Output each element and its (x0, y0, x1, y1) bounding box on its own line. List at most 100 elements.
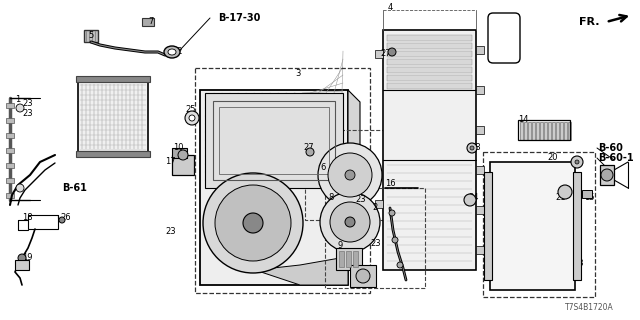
Bar (476, 46, 484, 54)
Circle shape (16, 104, 24, 112)
Circle shape (575, 160, 579, 164)
Text: 13: 13 (573, 259, 584, 268)
Text: 10: 10 (173, 143, 184, 153)
Bar (339, 251, 344, 267)
Bar (536, 122, 539, 140)
Bar (387, 67, 472, 73)
Bar (520, 122, 523, 140)
Polygon shape (348, 90, 360, 270)
Text: 2: 2 (372, 204, 377, 212)
Bar (490, 162, 575, 290)
Circle shape (18, 254, 26, 262)
Text: 21: 21 (555, 194, 566, 203)
Bar (6, 163, 14, 168)
Circle shape (320, 192, 380, 252)
Text: 23: 23 (22, 99, 33, 108)
Text: 5: 5 (88, 30, 93, 39)
Bar (544, 122, 547, 140)
Bar (484, 172, 492, 280)
Text: B-60: B-60 (598, 143, 623, 153)
Circle shape (185, 111, 199, 125)
Text: 19: 19 (22, 253, 33, 262)
Ellipse shape (164, 46, 180, 58)
Bar (6, 103, 14, 108)
Bar (28, 215, 58, 229)
Text: 23: 23 (370, 238, 381, 247)
Circle shape (392, 237, 398, 243)
Circle shape (470, 146, 474, 150)
Bar (568, 122, 571, 140)
Text: 14: 14 (518, 116, 529, 124)
Circle shape (16, 184, 24, 192)
Bar (219, 107, 329, 174)
Bar (476, 166, 484, 174)
Ellipse shape (168, 49, 176, 55)
Circle shape (59, 217, 65, 223)
Text: 11: 11 (350, 260, 360, 268)
Circle shape (356, 269, 370, 283)
Bar (213, 101, 335, 180)
Bar (387, 35, 472, 41)
Bar (524, 122, 527, 140)
Bar (560, 122, 563, 140)
Bar (476, 126, 484, 134)
Circle shape (178, 150, 188, 160)
Bar (205, 93, 343, 188)
Bar (172, 155, 194, 175)
Circle shape (601, 169, 613, 181)
Bar (76, 76, 150, 82)
Bar (346, 251, 351, 267)
Text: 6: 6 (320, 164, 325, 172)
Text: T7S4B1720A: T7S4B1720A (565, 303, 614, 313)
Circle shape (215, 185, 291, 261)
Text: 17: 17 (165, 157, 175, 166)
Bar (78, 80, 148, 153)
Text: 16: 16 (385, 179, 396, 188)
Text: 3: 3 (295, 68, 300, 77)
Bar (600, 165, 614, 185)
Text: 9: 9 (338, 242, 343, 251)
Bar (582, 190, 592, 198)
Text: 20: 20 (547, 154, 557, 163)
Bar (383, 30, 476, 270)
Text: 23: 23 (355, 196, 365, 204)
Circle shape (388, 48, 396, 56)
Bar (6, 178, 14, 183)
Text: 12: 12 (172, 47, 182, 57)
Text: 26: 26 (60, 213, 70, 222)
Circle shape (318, 143, 382, 207)
Circle shape (389, 210, 395, 216)
Bar (6, 148, 14, 153)
Bar (353, 251, 358, 267)
Text: 28: 28 (470, 143, 481, 153)
Bar (483, 152, 595, 297)
Bar (387, 83, 472, 89)
Circle shape (467, 143, 477, 153)
Bar (532, 122, 535, 140)
Bar (15, 260, 29, 270)
Bar (476, 86, 484, 94)
FancyBboxPatch shape (488, 13, 520, 63)
Bar (350, 265, 376, 287)
Bar (387, 75, 472, 81)
Bar (573, 172, 581, 280)
Text: 25: 25 (185, 106, 195, 115)
Text: FR.: FR. (579, 17, 600, 27)
Bar (200, 90, 348, 285)
Bar (375, 200, 383, 208)
Circle shape (189, 115, 195, 121)
Bar (476, 246, 484, 254)
Bar (305, 130, 385, 220)
Polygon shape (255, 258, 348, 285)
Bar (540, 122, 543, 140)
Bar (84, 30, 98, 42)
Circle shape (464, 194, 476, 206)
Bar (387, 43, 472, 49)
Bar (564, 122, 567, 140)
Bar (6, 118, 14, 123)
Text: 8: 8 (328, 194, 333, 203)
Bar (142, 18, 154, 26)
Text: B-61: B-61 (62, 183, 87, 193)
Circle shape (571, 156, 583, 168)
Bar (387, 51, 472, 57)
